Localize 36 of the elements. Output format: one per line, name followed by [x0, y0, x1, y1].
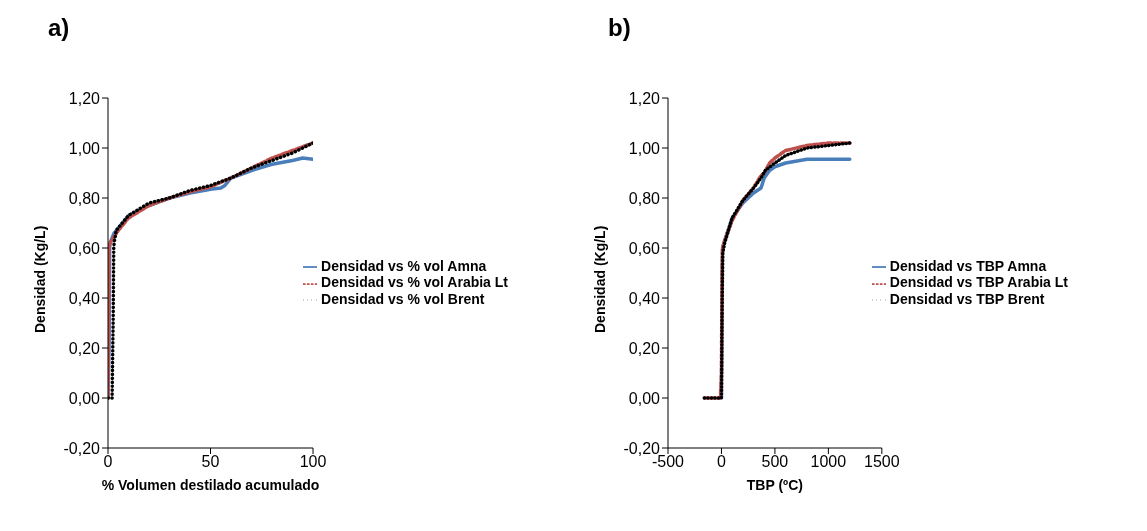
y-tick-label: 1,20	[628, 89, 661, 107]
y-tick-label: 0,80	[628, 189, 661, 207]
y-tick-label: 0,80	[68, 189, 101, 207]
y-tick-label: 0,20	[68, 339, 101, 357]
x-tick-label: 0	[717, 453, 726, 471]
y-tick-label: 1,00	[68, 139, 101, 157]
x-tick-label: 0	[103, 453, 113, 471]
x-tick-label: 500	[761, 453, 789, 471]
legend-label: Densidad vs % vol Brent	[321, 290, 485, 307]
x-tick-label: 50	[201, 453, 220, 471]
y-tick-label: 0,60	[628, 239, 661, 257]
y-tick-label: -0,20	[63, 439, 101, 457]
legend-label: Densidad vs TBP Arabia Lt	[889, 274, 1068, 291]
y-axis-title: Densidad (Kg/L)	[31, 225, 48, 333]
chart-title: a)	[48, 14, 70, 42]
x-axis-title: % Volumen destilado acumulado	[101, 477, 320, 493]
legend-label: Densidad vs TBP Brent	[889, 290, 1045, 307]
legend-label: Densidad vs % vol Amna	[321, 258, 487, 274]
line-series	[702, 141, 852, 400]
legend-label: Densidad vs TBP Amna	[889, 258, 1047, 274]
x-tick-label: 100	[299, 453, 327, 471]
y-tick-label: 0,00	[68, 389, 101, 407]
y-tick-label: 0,40	[628, 289, 661, 307]
y-tick-label: 0,00	[628, 389, 661, 407]
y-tick-label: 0,40	[68, 289, 101, 307]
y-tick-label: 1,20	[68, 89, 101, 107]
y-tick-label: 0,60	[68, 239, 101, 257]
y-axis-title: Densidad (Kg/L)	[591, 225, 608, 333]
y-tick-label: 0,20	[628, 339, 661, 357]
x-tick-label: -500	[651, 453, 685, 471]
chart-title: b)	[608, 14, 631, 42]
legend-label: Densidad vs % vol Arabia Lt	[321, 274, 508, 291]
x-axis-title: TBP (ºC)	[746, 477, 804, 493]
x-tick-label: 1000	[810, 453, 847, 471]
y-tick-label: 1,00	[628, 139, 661, 157]
x-tick-label: 1500	[864, 453, 900, 471]
